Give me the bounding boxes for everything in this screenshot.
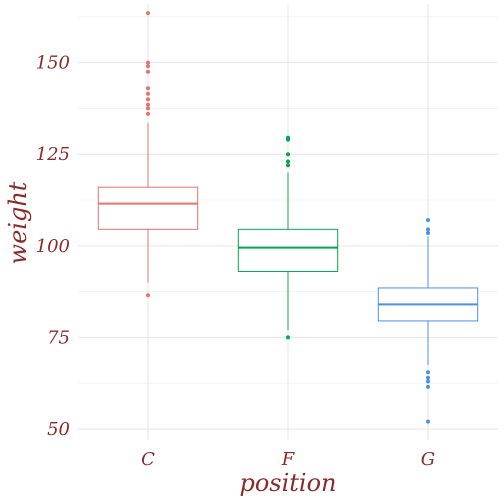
outlier-point — [146, 64, 150, 69]
outlier-point — [286, 159, 290, 164]
outlier-point — [426, 227, 430, 232]
outlier-point — [426, 218, 430, 223]
y-tick-label: 75 — [47, 327, 70, 348]
y-tick-label: 150 — [36, 53, 70, 74]
outlier-point — [426, 379, 430, 384]
y-tick-label: 125 — [36, 144, 70, 165]
outlier-point — [286, 152, 290, 157]
box-G — [377, 218, 479, 424]
outlier-point — [146, 293, 150, 298]
outlier-point — [146, 111, 150, 116]
outlier-point — [286, 163, 290, 168]
x-tick-label: G — [421, 449, 435, 470]
iqr-box — [97, 186, 199, 230]
iqr-box — [237, 228, 339, 272]
outlier-point — [146, 97, 150, 102]
outlier-point — [426, 419, 430, 424]
outlier-point — [426, 230, 430, 235]
outlier-point — [426, 384, 430, 389]
x-axis-title: position — [239, 469, 336, 497]
y-tick-label: 50 — [47, 419, 70, 440]
outlier-point — [426, 375, 430, 380]
outlier-point — [146, 91, 150, 96]
outlier-point — [146, 69, 150, 74]
outlier-point — [286, 135, 290, 140]
outlier-point — [146, 102, 150, 107]
y-axis-ticks: 50 75 100 125 150 — [36, 53, 70, 440]
box-C — [97, 11, 199, 298]
x-tick-label: F — [281, 449, 296, 470]
outlier-point — [146, 11, 150, 16]
outlier-point — [146, 86, 150, 91]
outlier-point — [426, 370, 430, 375]
x-tick-label: C — [141, 449, 155, 470]
boxes — [97, 11, 479, 424]
y-tick-label: 100 — [36, 236, 70, 257]
outlier-point — [146, 60, 150, 65]
y-axis-title: weight — [4, 181, 32, 264]
outlier-point — [286, 335, 290, 340]
box-F — [237, 135, 339, 340]
outlier-point — [146, 106, 150, 111]
